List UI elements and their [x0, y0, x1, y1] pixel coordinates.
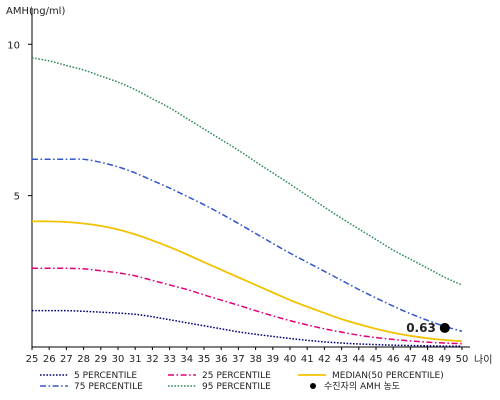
x-tick-label: 43 — [335, 354, 348, 365]
axes: AMH(ng/ml) 나이 5 10 25 26 27 28 29 30 31 32 33 34 35 36 3… — [6, 6, 492, 366]
series-line-5-percentile — [32, 309, 463, 347]
x-tick-label: 41 — [301, 354, 314, 365]
x-tick-label: 38 — [249, 354, 262, 365]
x-tick-label: 37 — [232, 354, 245, 365]
x-tick-label: 32 — [146, 354, 159, 365]
legend-label-patient-amh: 수진자의 AMH 농도 — [324, 381, 400, 392]
legend: 5 PERCENTILE 25 PERCENTILE MEDIAN(50 PERCE… — [40, 371, 444, 392]
x-tick-label: 34 — [180, 354, 193, 365]
x-axis-title: 나이 — [474, 354, 492, 366]
legend-marker-patient-amh — [310, 383, 316, 389]
x-tick-label: 40 — [284, 354, 297, 365]
x-tick-label: 31 — [129, 354, 142, 365]
legend-label-95-percentile: 95 PERCENTILE — [202, 382, 271, 392]
series-line-75-percentile — [32, 158, 463, 332]
legend-label-75-percentile: 75 PERCENTILE — [74, 382, 143, 392]
x-tick-label: 39 — [266, 354, 279, 365]
y-tick-label: 5 — [14, 192, 20, 203]
x-tick-label: 27 — [60, 354, 73, 365]
x-tick-label: 46 — [387, 354, 400, 365]
x-tick-label: 33 — [163, 354, 176, 365]
x-tick-label: 30 — [112, 354, 125, 365]
patient-point-layer: 0.63 — [406, 321, 450, 335]
x-tick-label: 35 — [198, 354, 211, 365]
x-tick-label: 26 — [43, 354, 56, 365]
series-line-median-50-percentile — [31, 220, 463, 343]
legend-label-5-percentile: 5 PERCENTILE — [74, 371, 137, 381]
legend-label-25-percentile: 25 PERCENTILE — [202, 371, 271, 381]
series-line-25-percentile — [31, 267, 463, 345]
x-tick-label: 47 — [404, 354, 417, 365]
y-axis-title: AMH(ng/ml) — [6, 6, 65, 17]
series-layer — [31, 57, 463, 347]
patient-amh-point — [439, 322, 450, 333]
x-tick-label: 25 — [26, 354, 39, 365]
series-line-95-percentile — [31, 57, 463, 286]
x-tick-label: 44 — [352, 354, 365, 365]
x-tick-label: 28 — [77, 354, 90, 365]
x-tick-label: 36 — [215, 354, 228, 365]
x-tick-label: 50 — [456, 354, 469, 365]
patient-amh-value-label: 0.63 — [406, 321, 436, 335]
x-tick-label: 42 — [318, 354, 331, 365]
x-tick-label: 45 — [370, 354, 383, 365]
legend-label-median-50-percentile: MEDIAN(50 PERCENTILE) — [332, 371, 444, 381]
x-tick-label: 48 — [421, 354, 434, 365]
y-tick-label: 10 — [7, 40, 20, 51]
x-tick-label: 49 — [438, 354, 451, 365]
x-tick-label: 29 — [94, 354, 107, 365]
